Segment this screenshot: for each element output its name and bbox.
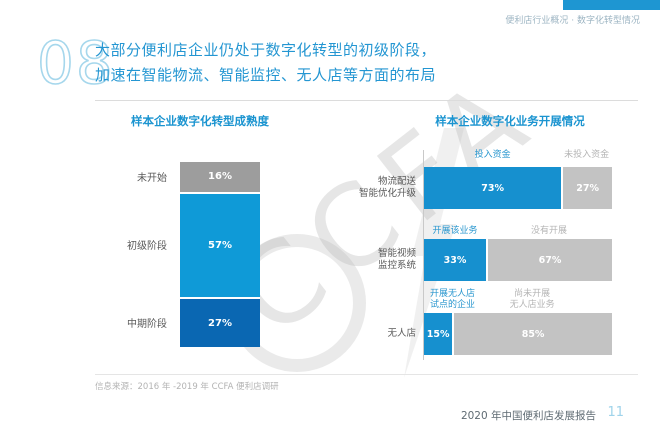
chart-row-unmanned-store: 开展无人店 试点的企业 尚未开展 无人店业务 15% 85% xyxy=(424,289,612,355)
business-chart-title: 样本企业数字化业务开展情况 xyxy=(435,114,585,128)
page-number: 11 xyxy=(607,405,624,420)
bar-segment-not-started: 16% xyxy=(180,162,260,192)
row-label-video-monitoring: 智能视频 监控系统 xyxy=(377,248,416,271)
bar-value: 33% xyxy=(443,254,467,266)
segment-value: 57% xyxy=(208,239,232,251)
title-divider xyxy=(95,100,638,101)
bar-value: 67% xyxy=(538,254,562,266)
chart-row-video-monitoring: 开展该业务 没有开展 33% 67% xyxy=(424,226,612,281)
footer-divider xyxy=(95,374,638,375)
slide-title: 大部分便利店企业仍处于数字化转型的初级阶段， 加速在智能物流、智能监控、无人店等… xyxy=(95,38,436,88)
maturity-chart: 未开始 初级阶段 中期阶段 16% 57% 27% xyxy=(80,162,260,347)
segment-value: 16% xyxy=(208,171,232,183)
negative-header: 没有开展 xyxy=(531,226,568,236)
category-label: 初级阶段 xyxy=(127,240,167,252)
category-label: 未开始 xyxy=(137,173,167,185)
top-accent-bar xyxy=(563,0,660,10)
maturity-bar: 16% 57% 27% xyxy=(180,162,260,347)
bar-value: 27% xyxy=(576,182,599,194)
bar-segment-initial-stage: 57% xyxy=(180,191,260,298)
positive-header: 投入资金 xyxy=(474,150,511,160)
positive-header: 开展无人店 试点的企业 xyxy=(430,289,476,310)
negative-header: 尚未开展 无人店业务 xyxy=(509,289,555,310)
business-chart-plot: 投入资金 未投入资金 73% 27% 开展该业务 没有开展 33% 67% 开展… xyxy=(423,150,612,360)
business-chart: 物流配送 智能优化升级 智能视频 监控系统 无人店 投入资金 未投入资金 73%… xyxy=(359,150,612,360)
maturity-category-labels: 未开始 初级阶段 中期阶段 xyxy=(80,162,180,347)
row-label-logistics: 物流配送 智能优化升级 xyxy=(358,176,416,199)
negative-bar: 67% xyxy=(488,239,612,281)
negative-bar: 85% xyxy=(454,313,612,355)
row-label-unmanned-store: 无人店 xyxy=(387,328,416,339)
source-note: 信息来源：2016 年 -2019 年 CCFA 便利店调研 xyxy=(95,382,279,392)
slide-number: 08 xyxy=(36,29,115,97)
maturity-chart-title: 样本企业数字化转型成熟度 xyxy=(131,114,269,128)
bar-value: 85% xyxy=(521,328,545,340)
chart-row-logistics: 投入资金 未投入资金 73% 27% xyxy=(424,150,612,209)
slide-title-line1: 大部分便利店企业仍处于数字化转型的初级阶段， xyxy=(95,41,437,59)
segment-value: 27% xyxy=(208,317,232,329)
positive-header: 开展该业务 xyxy=(432,226,478,236)
bar-value: 15% xyxy=(426,328,450,340)
negative-bar: 27% xyxy=(563,167,612,209)
positive-bar: 15% xyxy=(424,313,453,355)
category-label: 中期阶段 xyxy=(127,318,167,330)
business-row-labels: 物流配送 智能优化升级 智能视频 监控系统 无人店 xyxy=(359,150,423,360)
slide-title-line2: 加速在智能物流、智能监控、无人店等方面的布局 xyxy=(95,66,437,84)
positive-bar: 33% xyxy=(424,239,487,281)
negative-header: 未投入资金 xyxy=(564,150,610,160)
bar-value: 73% xyxy=(481,182,504,194)
breadcrumb: 便利店行业概况 · 数字化转型情况 xyxy=(505,16,640,26)
positive-bar: 73% xyxy=(424,167,562,209)
report-title: 2020 年中国便利店发展报告 xyxy=(460,410,596,422)
bar-segment-middle-stage: 27% xyxy=(180,297,260,347)
